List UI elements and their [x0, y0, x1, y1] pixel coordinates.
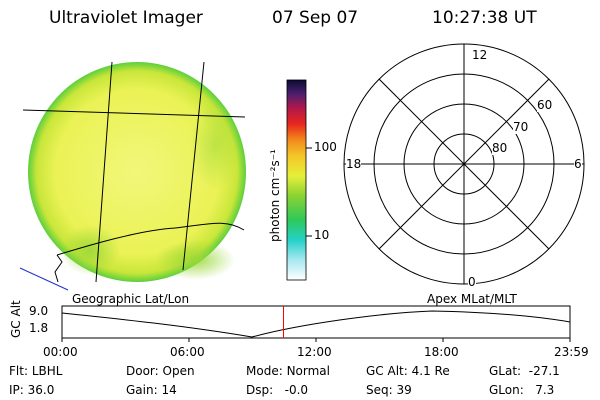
status-door: Door: Open — [126, 364, 195, 378]
mlt-label-18: 18 — [346, 157, 362, 171]
time-tick-1: 06:00 — [170, 345, 205, 359]
instrument-title: Ultraviolet Imager — [49, 8, 203, 28]
altitude-curve — [61, 310, 571, 338]
status-flt: Flt: LBHL — [9, 364, 63, 378]
time-label: 10:27:38 UT — [432, 8, 537, 28]
time-tick-0: 00:00 — [43, 345, 78, 359]
altitude-ylabel: GC Alt — [9, 300, 23, 338]
status-gc-alt: GC Alt: 4.1 Re — [366, 364, 450, 378]
date-label: 07 Sep 07 — [272, 8, 359, 28]
status-dsp: Dsp: -0.0 — [246, 383, 309, 397]
status-glon: GLon: 7.3 — [489, 383, 555, 397]
lat-label-70: 70 — [513, 120, 529, 134]
lat-label-60: 60 — [537, 98, 553, 112]
status-gain: Gain: 14 — [126, 383, 177, 397]
altitude-ytick-bottom: 1.8 — [29, 321, 49, 335]
mlt-label-0: 0 — [468, 275, 476, 289]
apex-caption: Apex MLat/MLT — [427, 292, 517, 306]
altitude-ytick-top: 9.0 — [29, 304, 49, 318]
status-mode: Mode: Normal — [246, 364, 330, 378]
mlt-label-12: 12 — [472, 48, 488, 62]
mlt-label-6: 6 — [574, 157, 582, 171]
lat-label-80: 80 — [492, 141, 508, 155]
time-tick-2: 12:00 — [297, 345, 332, 359]
status-seq: Seq: 39 — [366, 383, 412, 397]
time-tick-3: 18:00 — [424, 345, 459, 359]
geo-caption: Geographic Lat/Lon — [72, 292, 190, 306]
time-tick-4: 23:59 — [554, 345, 589, 359]
status-ip: IP: 36.0 — [9, 383, 55, 397]
colorbar-tick-100: 100 — [314, 140, 337, 154]
geo-grid — [19, 61, 246, 291]
colorbar-tick-10: 10 — [314, 228, 330, 242]
status-glat: GLat: -27.1 — [489, 364, 560, 378]
